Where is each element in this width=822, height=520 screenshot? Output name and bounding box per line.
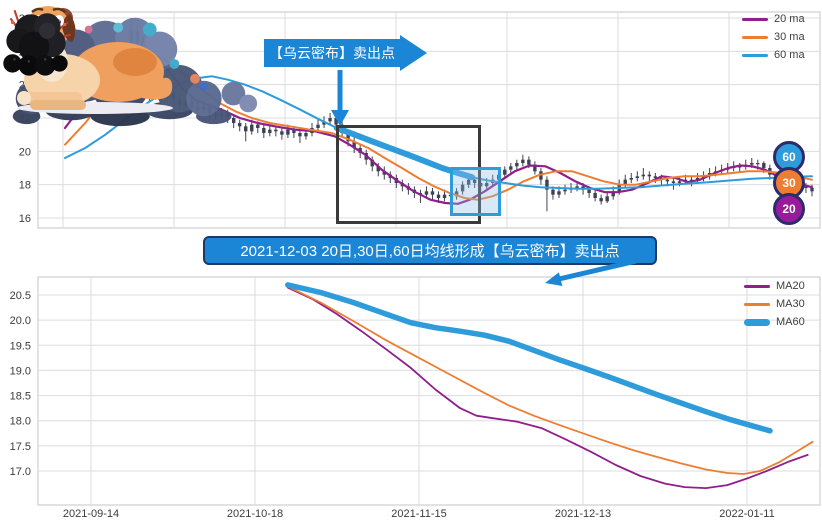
legend-item-ma20: MA20 <box>744 279 805 293</box>
legend-item-20ma: 20 ma <box>742 12 805 26</box>
ma30-line-swatch <box>742 35 768 39</box>
legend-label: 60 ma <box>774 49 805 61</box>
svg-text:2021-12-13: 2021-12-13 <box>555 508 611 520</box>
sell-point-callout: 【乌云密布】卖出点 <box>264 35 427 71</box>
svg-text:20.0: 20.0 <box>10 315 31 327</box>
svg-text:17.5: 17.5 <box>10 441 31 453</box>
legend-label: MA60 <box>776 316 805 328</box>
svg-text:2021-11-15: 2021-11-15 <box>391 508 446 520</box>
callout-arrow-tip <box>400 35 427 71</box>
legend-item-30ma: 30 ma <box>742 30 805 44</box>
svg-text:2022-01-11: 2022-01-11 <box>719 508 774 520</box>
svg-text:18: 18 <box>19 180 31 192</box>
svg-text:18.5: 18.5 <box>10 391 31 403</box>
svg-text:19.5: 19.5 <box>10 340 31 352</box>
ma60-line-swatch <box>742 53 768 57</box>
legend-label: MA20 <box>776 280 805 292</box>
banner-label: 2021-12-03 20日,30日,60日均线形成【乌云密布】卖出点 <box>240 243 620 260</box>
signal-date-banner: 2021-12-03 20日,30日,60日均线形成【乌云密布】卖出点 <box>203 236 657 265</box>
svg-text:19.0: 19.0 <box>10 365 31 377</box>
svg-text:2021-10-18: 2021-10-18 <box>227 508 283 520</box>
legend-label: MA30 <box>776 298 805 310</box>
bottom-chart-legend: MA20 MA30 MA60 <box>744 279 805 329</box>
svg-text:20: 20 <box>19 146 31 158</box>
svg-text:16: 16 <box>19 213 31 225</box>
ma30-line-swatch <box>744 302 770 306</box>
badge-label: 30 <box>782 176 796 190</box>
ma20-line-swatch <box>742 17 768 21</box>
callout-label: 【乌云密布】卖出点 <box>269 45 395 61</box>
legend-item-60ma: 60 ma <box>742 48 805 62</box>
ma60-thick-line-swatch <box>744 318 770 326</box>
dark-cloud-candles-highlight-box <box>450 167 501 216</box>
dog-illustration <box>17 6 173 114</box>
legend-item-ma30: MA30 <box>744 297 805 311</box>
svg-text:18.0: 18.0 <box>10 416 31 428</box>
legend-label: 30 ma <box>774 31 805 43</box>
ma20-badge: 20 <box>773 193 805 225</box>
badge-label: 20 <box>782 202 796 216</box>
legend-label: 20 ma <box>774 13 805 25</box>
pattern-region-highlight-box <box>336 125 481 224</box>
ma20-line-swatch <box>744 284 770 288</box>
badge-label: 60 <box>782 150 796 164</box>
svg-text:17.0: 17.0 <box>10 466 31 478</box>
legend-item-ma60: MA60 <box>744 315 805 329</box>
top-chart-legend: 20 ma 30 ma 60 ma <box>742 12 805 62</box>
svg-text:20.5: 20.5 <box>10 290 31 302</box>
dark-cloud-icon <box>3 9 71 76</box>
svg-text:2021-09-14: 2021-09-14 <box>63 508 119 520</box>
